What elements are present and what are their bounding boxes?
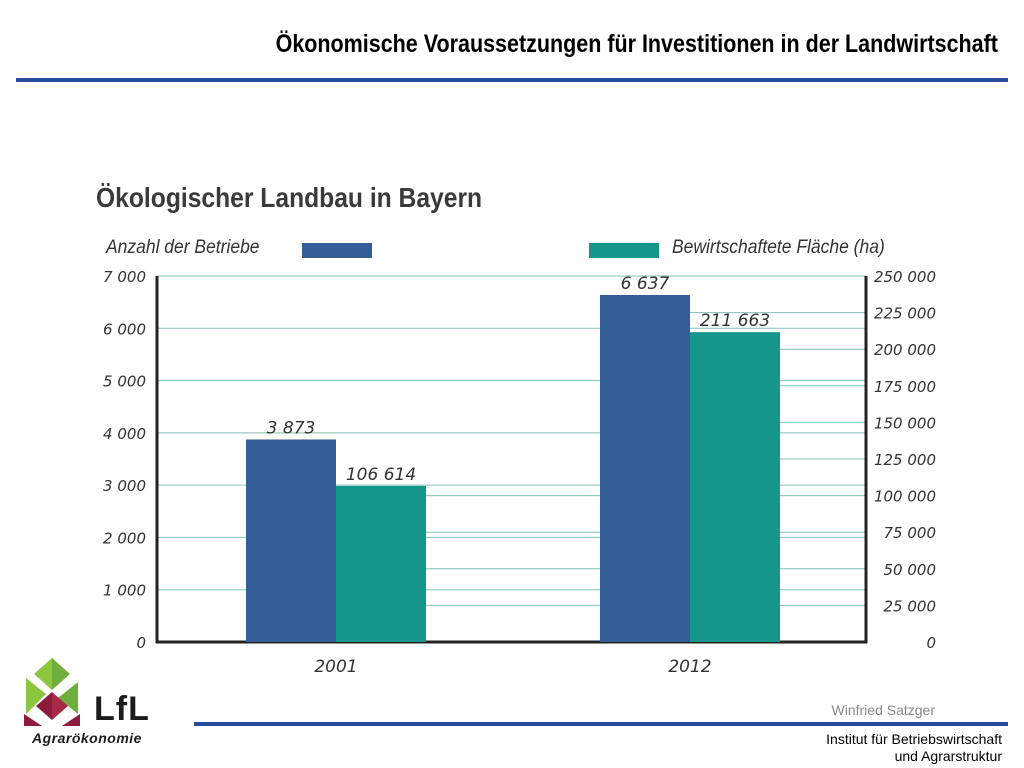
author-name: Winfried Satzger bbox=[831, 702, 935, 718]
institute-name: Institut für Betriebswirtschaft und Agra… bbox=[826, 731, 1002, 765]
right-tick-label: 225 000 bbox=[874, 305, 936, 323]
right-tick-label: 50 000 bbox=[884, 561, 937, 579]
legend-swatch-flaeche bbox=[589, 243, 659, 258]
left-tick-label: 1 000 bbox=[103, 582, 146, 600]
right-tick-label: 100 000 bbox=[874, 488, 936, 506]
leaf-logo-icon bbox=[24, 658, 80, 726]
left-tick-label: 2 000 bbox=[103, 529, 146, 547]
right-tick-label: 250 000 bbox=[874, 268, 936, 286]
right-tick-label: 0 bbox=[926, 634, 936, 652]
left-tick-label: 5 000 bbox=[103, 373, 146, 391]
bar-flaeche-2012 bbox=[690, 332, 780, 642]
left-tick-label: 6 000 bbox=[103, 320, 146, 338]
left-tick-label: 7 000 bbox=[103, 268, 146, 286]
left-tick-label: 4 000 bbox=[103, 425, 146, 443]
right-tick-label: 125 000 bbox=[874, 451, 936, 469]
footer-divider bbox=[194, 722, 1008, 726]
slide-title: Ökonomische Voraussetzungen für Investit… bbox=[275, 30, 998, 58]
x-tick-label: 2012 bbox=[668, 657, 711, 677]
institute-line-2: und Agrarstruktur bbox=[894, 748, 1002, 764]
logo-wordmark: LfL bbox=[94, 690, 150, 728]
data-label: 211 663 bbox=[700, 311, 770, 331]
chart-title: Ökologischer Landbau in Bayern bbox=[96, 182, 483, 213]
title-divider bbox=[16, 78, 1008, 82]
right-tick-label: 175 000 bbox=[874, 378, 936, 396]
institute-line-1: Institut für Betriebswirtschaft bbox=[826, 731, 1002, 747]
right-tick-label: 25 000 bbox=[884, 597, 937, 615]
legend-swatch-betriebe bbox=[302, 243, 372, 258]
left-tick-label: 0 bbox=[136, 634, 146, 652]
logo-subtitle: Agrarökonomie bbox=[32, 730, 142, 746]
right-tick-label: 75 000 bbox=[884, 524, 937, 542]
data-label: 106 614 bbox=[346, 465, 416, 485]
bar-betriebe-2001 bbox=[246, 439, 336, 642]
x-tick-label: 2001 bbox=[314, 657, 357, 677]
right-tick-label: 200 000 bbox=[874, 341, 936, 359]
data-label: 3 873 bbox=[267, 418, 316, 438]
data-label: 6 637 bbox=[621, 274, 670, 294]
bar-flaeche-2001 bbox=[336, 485, 426, 642]
lfl-logo: LfL Agrarökonomie bbox=[18, 652, 168, 748]
right-tick-label: 150 000 bbox=[874, 414, 936, 432]
legend-label-flaeche: Bewirtschaftete Fläche (ha) bbox=[672, 237, 885, 258]
legend-label-betriebe: Anzahl der Betriebe bbox=[106, 237, 260, 258]
left-tick-label: 3 000 bbox=[103, 477, 146, 495]
bar-betriebe-2012 bbox=[600, 294, 690, 642]
